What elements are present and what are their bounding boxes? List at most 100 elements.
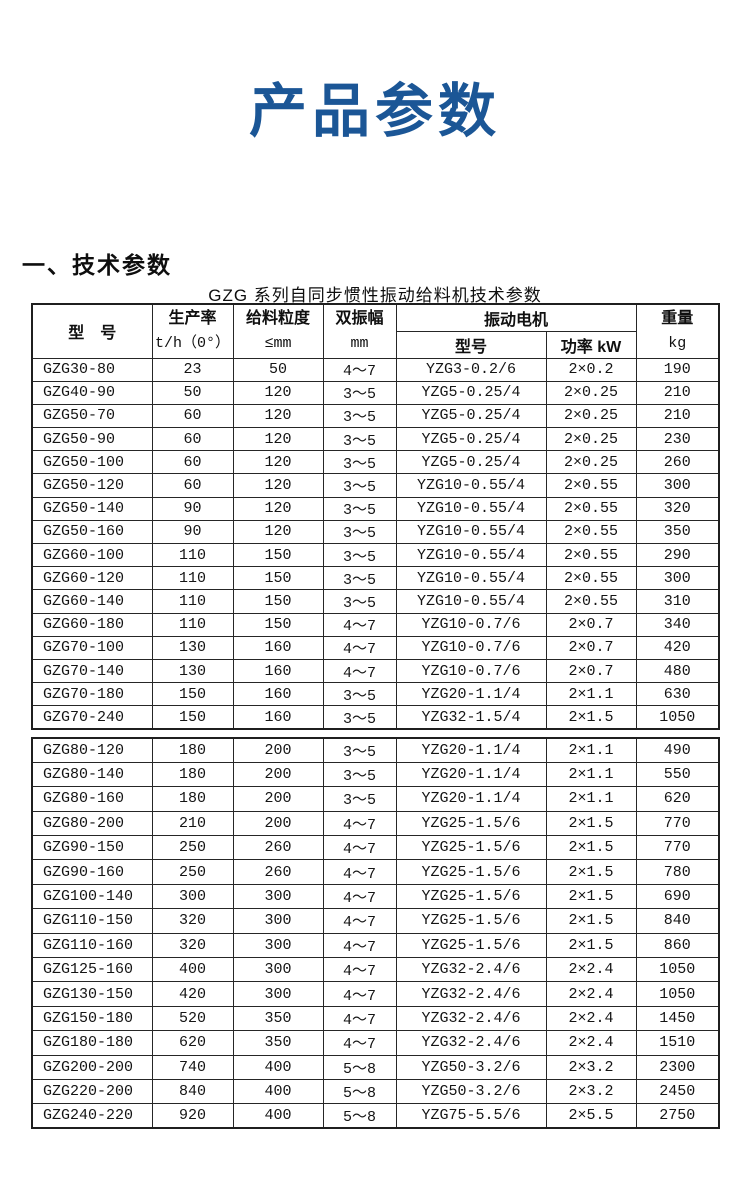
weight-cell: 690	[635, 883, 720, 910]
table-row: GZG50-120 60 120 3～5 YZG10-0.55/4 2×0.55 300	[31, 473, 720, 498]
model-cell: GZG130-150	[31, 981, 153, 1007]
header-row-1: 型 号 生产率 t/h（0°） 给料粒度 ≤mm 双振幅 mm 振动电机 重量 …	[31, 303, 720, 359]
table-row: GZG30-80 23 50 4～7 YZG3-0.2/6 2×0.2 190	[31, 357, 720, 382]
production-rate-cell: 150	[151, 682, 234, 707]
amplitude-cell: 5～8	[322, 1054, 397, 1080]
motor-power-cell: 2×3.2	[545, 1054, 637, 1080]
production-rate-cell: 180	[151, 737, 234, 763]
table-row: GZG110-150 320 300 4～7 YZG25-1.5/6 2×1.5 840	[31, 908, 720, 934]
motor-model-cell: YZG50-3.2/6	[395, 1054, 547, 1080]
weight-cell: 290	[635, 542, 720, 568]
motor-power-cell: 2×5.5	[545, 1103, 637, 1129]
model-cell: GZG90-150	[31, 835, 153, 861]
model-cell: GZG80-120	[31, 737, 153, 763]
model-cell: GZG80-160	[31, 786, 153, 812]
weight-cell: 840	[635, 908, 720, 934]
production-rate-cell: 320	[151, 932, 234, 959]
motor-power-cell: 2×1.1	[545, 682, 637, 707]
weight-cell: 780	[635, 859, 720, 885]
table-caption: GZG 系列自同步惯性振动给料机技术参数	[208, 286, 542, 305]
motor-model-cell: YZG25-1.5/6	[395, 908, 547, 934]
model-cell: GZG60-180	[31, 612, 153, 637]
amplitude-cell: 4～7	[322, 932, 397, 959]
production-rate-cell: 60	[151, 403, 234, 429]
model-cell: GZG70-180	[31, 682, 153, 707]
feed-size-cell: 120	[232, 380, 324, 405]
amplitude-cell: 3～5	[322, 682, 397, 707]
header-double-amplitude-unit: mm	[350, 335, 369, 353]
model-cell: GZG70-240	[31, 705, 153, 730]
motor-power-cell: 2×0.55	[545, 542, 637, 568]
feed-size-cell: 400	[232, 1054, 324, 1080]
weight-cell: 230	[635, 427, 720, 452]
amplitude-cell: 3～5	[322, 450, 397, 475]
motor-model-cell: YZG25-1.5/6	[395, 932, 547, 959]
motor-model-cell: YZG5-0.25/4	[395, 427, 547, 452]
production-rate-cell: 180	[151, 761, 234, 788]
motor-model-cell: YZG10-0.7/6	[395, 635, 547, 660]
model-cell: GZG110-160	[31, 932, 153, 959]
production-rate-cell: 250	[151, 835, 234, 861]
table-row: GZG110-160 320 300 4～7 YZG25-1.5/6 2×1.5 860	[31, 932, 720, 959]
amplitude-cell: 3～5	[322, 519, 397, 545]
motor-power-cell: 2×1.5	[545, 810, 637, 837]
feed-size-cell: 120	[232, 473, 324, 498]
weight-cell: 1050	[635, 705, 720, 730]
amplitude-cell: 5～8	[322, 1103, 397, 1129]
header-motor-power: 功率 kW	[545, 330, 637, 359]
weight-cell: 310	[635, 589, 720, 614]
motor-power-cell: 2×1.1	[545, 786, 637, 812]
production-rate-cell: 60	[151, 473, 234, 498]
production-rate-cell: 250	[151, 859, 234, 885]
table-row: GZG70-240 150 160 3～5 YZG32-1.5/4 2×1.5 1050	[31, 705, 720, 730]
feed-size-cell: 400	[232, 1103, 324, 1129]
amplitude-cell: 3～5	[322, 705, 397, 730]
amplitude-cell: 4～7	[322, 957, 397, 983]
feed-size-cell: 200	[232, 810, 324, 837]
feed-size-cell: 400	[232, 1078, 324, 1105]
amplitude-cell: 4～7	[322, 658, 397, 684]
header-production-rate-unit: t/h（0°）	[154, 335, 230, 353]
motor-power-cell: 2×1.5	[545, 835, 637, 861]
motor-power-cell: 2×1.5	[545, 932, 637, 959]
production-rate-cell: 210	[151, 810, 234, 837]
table-row: GZG90-160 250 260 4～7 YZG25-1.5/6 2×1.5 780	[31, 859, 720, 885]
weight-cell: 2750	[635, 1103, 720, 1129]
production-rate-cell: 180	[151, 786, 234, 812]
motor-model-cell: YZG32-2.4/6	[395, 957, 547, 983]
motor-power-cell: 2×0.55	[545, 473, 637, 498]
amplitude-cell: 3～5	[322, 589, 397, 614]
header-double-amplitude: 双振幅 mm	[322, 303, 397, 359]
feed-size-cell: 260	[232, 859, 324, 885]
amplitude-cell: 4～7	[322, 357, 397, 382]
header-row-2: 型号 功率 kW	[32, 330, 719, 359]
motor-power-cell: 2×0.55	[545, 566, 637, 591]
table-row: GZG200-200 740 400 5～8 YZG50-3.2/6 2×3.2 2300	[31, 1054, 720, 1080]
spec-table-body-part1: GZG30-80 23 50 4～7 YZG3-0.2/6 2×0.2 190 GZG40-9…	[31, 357, 720, 730]
production-rate-cell: 60	[151, 450, 234, 475]
motor-model-cell: YZG25-1.5/6	[395, 835, 547, 861]
feed-size-cell: 120	[232, 450, 324, 475]
motor-model-cell: YZG10-0.7/6	[395, 612, 547, 637]
model-cell: GZG150-180	[31, 1005, 153, 1032]
motor-model-cell: YZG20-1.1/4	[395, 737, 547, 763]
motor-power-cell: 2×0.7	[545, 658, 637, 684]
motor-power-cell: 2×0.55	[545, 496, 637, 521]
table-row: GZG70-140 130 160 4～7 YZG10-0.7/6 2×0.7 480	[31, 658, 720, 684]
header-feed-size-label: 给料粒度	[245, 310, 310, 328]
feed-size-cell: 160	[232, 682, 324, 707]
table-row: GZG60-180 110 150 4～7 YZG10-0.7/6 2×0.7 340	[31, 612, 720, 637]
spec-table-part1: 型 号 生产率 t/h（0°） 给料粒度 ≤mm 双振幅 mm 振动电机 重量 …	[31, 303, 721, 730]
weight-cell: 2450	[635, 1078, 720, 1105]
motor-power-cell: 2×2.4	[545, 1030, 637, 1056]
model-cell: GZG100-140	[31, 883, 153, 910]
feed-size-cell: 300	[232, 908, 324, 934]
motor-power-cell: 2×1.5	[545, 883, 637, 910]
feed-size-cell: 200	[232, 737, 324, 763]
header-feed-size: 给料粒度 ≤mm	[232, 303, 324, 359]
weight-cell: 300	[635, 566, 720, 591]
model-cell: GZG80-200	[31, 810, 153, 837]
model-cell: GZG110-150	[31, 908, 153, 934]
table-row: GZG70-100 130 160 4～7 YZG10-0.7/6 2×0.7 420	[31, 635, 720, 660]
